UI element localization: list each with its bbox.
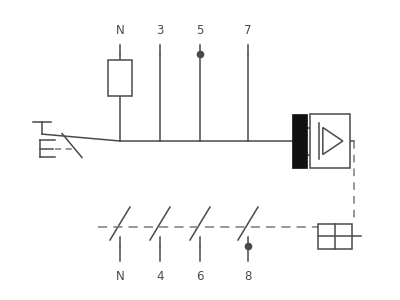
Text: N: N xyxy=(116,23,124,37)
Text: 7: 7 xyxy=(244,23,252,37)
Text: 8: 8 xyxy=(244,269,252,283)
Text: 5: 5 xyxy=(196,23,204,37)
Text: 6: 6 xyxy=(196,269,204,283)
Text: 4: 4 xyxy=(156,269,164,283)
Bar xyxy=(318,224,352,249)
Bar xyxy=(310,114,350,168)
Bar xyxy=(108,60,132,96)
Text: N: N xyxy=(116,269,124,283)
Text: 3: 3 xyxy=(156,23,164,37)
Bar xyxy=(292,114,307,168)
